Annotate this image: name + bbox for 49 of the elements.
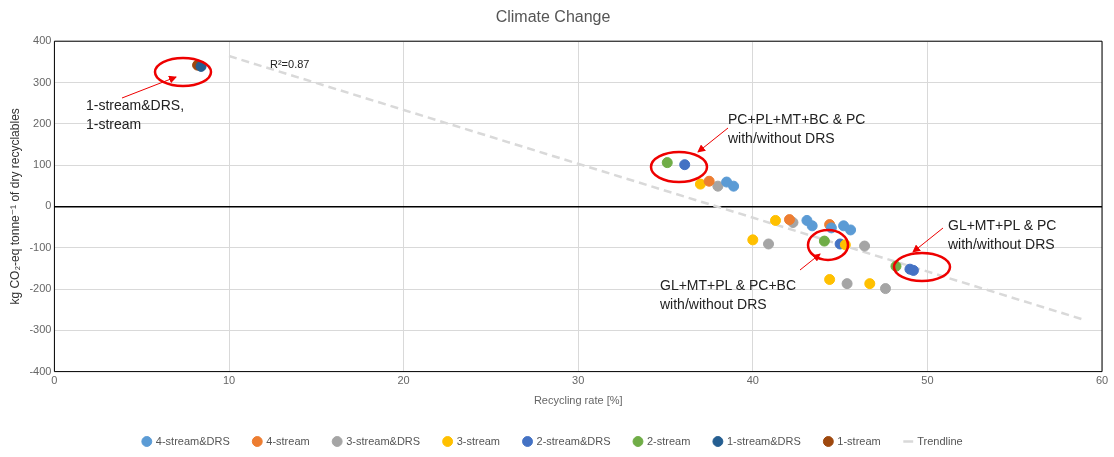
point xyxy=(806,220,818,232)
y-tick-label: -200 xyxy=(29,282,52,295)
x-tick-label: 10 xyxy=(222,374,236,387)
point xyxy=(845,224,857,236)
x-tick-label: 50 xyxy=(921,374,934,387)
chart-title: Climate Change xyxy=(495,8,611,26)
y-tick-label: 100 xyxy=(33,158,52,171)
legend-label: 2-stream xyxy=(646,434,691,447)
annotation: 1-stream&DRS, 1-stream xyxy=(86,96,185,134)
legend-label: 3-stream&DRS xyxy=(346,434,421,447)
point xyxy=(763,238,775,250)
x-tick-label: 30 xyxy=(572,374,585,387)
x-tick-label: 40 xyxy=(746,374,759,387)
legend-label: 2-stream&DRS xyxy=(536,434,611,447)
annotation: GL+MT+PL & PC with/without DRS xyxy=(948,216,1057,254)
point xyxy=(824,274,836,285)
y-tick-label: 0 xyxy=(45,199,52,212)
point xyxy=(694,178,706,190)
point xyxy=(679,159,691,171)
y-axis-title: kg CO₂-eq tonne⁻¹ of dry recyclables xyxy=(7,108,22,305)
y-tick-label: -400 xyxy=(29,364,52,377)
x-tick-label: 60 xyxy=(1095,374,1109,387)
point xyxy=(728,180,740,192)
y-tick-label: 200 xyxy=(33,116,52,129)
legend-label: 3-stream xyxy=(456,434,501,447)
point xyxy=(661,157,673,169)
y-tick-label: -100 xyxy=(29,240,52,253)
x-tick-label: 20 xyxy=(397,374,410,387)
annotation: R²=0.87 xyxy=(270,57,310,72)
legend-label: Trendline xyxy=(917,434,963,447)
point xyxy=(880,283,891,295)
point xyxy=(859,240,871,252)
y-tick-label: -300 xyxy=(29,323,52,336)
point xyxy=(783,214,795,226)
legend-label: 4-stream xyxy=(266,434,310,447)
annotation: GL+MT+PL & PC+BC with/without DRS xyxy=(660,276,797,314)
point xyxy=(712,180,724,192)
x-axis-title: Recycling rate [%] xyxy=(533,394,623,407)
legend-label: 4-stream&DRS xyxy=(155,434,230,447)
point xyxy=(864,278,876,290)
y-tick-label: 400 xyxy=(33,34,52,47)
point xyxy=(841,278,853,290)
y-tick-label: 300 xyxy=(33,75,52,88)
point xyxy=(747,234,759,246)
point xyxy=(703,175,715,187)
point xyxy=(770,214,781,226)
annotation: PC+PL+MT+BC & PC with/without DRS xyxy=(728,110,866,148)
legend-label: 1-stream xyxy=(837,434,881,447)
legend-label: 1-stream&DRS xyxy=(726,434,801,447)
